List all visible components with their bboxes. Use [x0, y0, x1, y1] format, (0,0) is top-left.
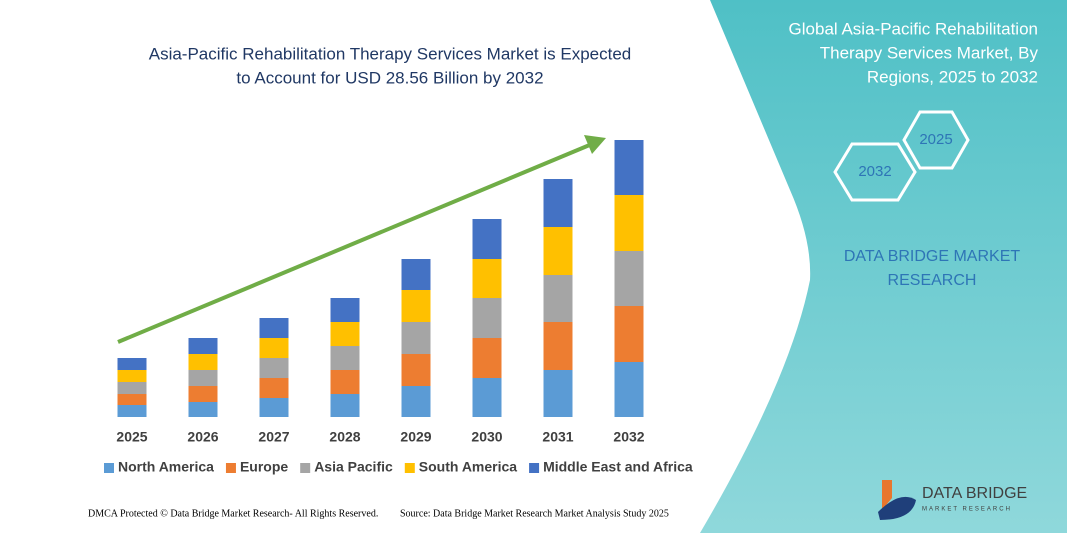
bar-segment — [117, 370, 147, 382]
chart-title: Asia-Pacific Rehabilitation Therapy Serv… — [149, 44, 632, 63]
x-tick-label: 2027 — [258, 429, 289, 445]
x-tick-label: 2025 — [116, 429, 147, 445]
panel-title: Global Asia-Pacific Rehabilitation — [789, 19, 1038, 38]
legend-label: Middle East and Africa — [543, 459, 693, 475]
footer-text: Source: Data Bridge Market Research Mark… — [400, 508, 669, 519]
bar-segment — [117, 382, 147, 394]
legend-label: Asia Pacific — [314, 459, 393, 475]
x-tick-label: 2026 — [187, 429, 218, 445]
bar-segment — [472, 219, 502, 259]
legend-swatch — [104, 463, 114, 473]
bar-segment — [614, 362, 644, 417]
bar-segment — [472, 298, 502, 338]
x-tick-label: 2032 — [613, 429, 644, 445]
bar-segment — [330, 346, 360, 370]
legend-label: Europe — [240, 459, 288, 475]
panel-title: Therapy Services Market, By — [820, 43, 1039, 62]
hexagon — [902, 110, 970, 170]
bar-segment — [543, 227, 573, 275]
x-tick-label: 2029 — [400, 429, 431, 445]
bar-segment — [117, 358, 147, 370]
hexagon — [833, 142, 917, 202]
bar-segment — [472, 378, 502, 417]
brand-text: DATA BRIDGE MARKET — [844, 248, 1021, 265]
legend-swatch — [300, 463, 311, 473]
bar-segment — [330, 322, 360, 346]
bar-segment — [188, 354, 218, 370]
footer-text: DMCA Protected © Data Bridge Market Rese… — [88, 508, 378, 519]
logo — [878, 480, 916, 520]
bar-segment — [259, 378, 289, 398]
bar-segment — [330, 298, 360, 322]
bar-segment — [401, 386, 431, 417]
bar-segment — [188, 370, 218, 386]
legend-label: South America — [419, 459, 517, 475]
legend-swatch — [404, 463, 415, 473]
bar-segment — [330, 370, 360, 394]
bar-segment — [401, 322, 431, 354]
hexagon-label: 2032 — [858, 163, 891, 180]
bar-segment — [188, 338, 218, 354]
x-tick-label: 2028 — [329, 429, 360, 445]
logo-tagline: MARKET RESEARCH — [922, 507, 1012, 513]
bar-segment — [259, 358, 289, 378]
bar-segment — [614, 195, 644, 251]
bar-segment — [188, 386, 218, 402]
bar-segment — [259, 398, 289, 417]
bar-segment — [259, 338, 289, 358]
legend-swatch — [225, 463, 236, 473]
bar-segment — [543, 275, 573, 322]
panel-title: Regions, 2025 to 2032 — [867, 67, 1038, 86]
bar-segment — [117, 405, 147, 417]
bar-segment — [401, 290, 431, 322]
bar-segment — [330, 394, 360, 417]
bar-segment — [472, 259, 502, 298]
trend-arrow — [117, 135, 606, 344]
chart-title: to Account for USD 28.56 Billion by 2032 — [236, 68, 543, 87]
bar-segment — [472, 338, 502, 378]
bar-segment — [614, 306, 644, 362]
bar-segment — [543, 179, 573, 227]
logo-name: DATA BRIDGE — [922, 485, 1027, 502]
bar-segment — [614, 140, 644, 195]
legend-label: North America — [118, 459, 214, 475]
x-tick-label: 2031 — [542, 429, 573, 445]
bar-segment — [614, 251, 644, 306]
side-panel — [700, 0, 1067, 533]
bar-segment — [543, 322, 573, 370]
x-tick-label: 2030 — [471, 429, 502, 445]
legend-swatch — [529, 463, 540, 473]
bar-segment — [543, 370, 573, 417]
bar-segment — [401, 259, 431, 290]
bar-segment — [117, 394, 147, 405]
bar-segment — [188, 402, 218, 417]
bar-segment — [401, 354, 431, 386]
bar-segment — [259, 318, 289, 338]
brand-text: RESEARCH — [888, 272, 977, 289]
hexagon-label: 2025 — [919, 131, 952, 148]
